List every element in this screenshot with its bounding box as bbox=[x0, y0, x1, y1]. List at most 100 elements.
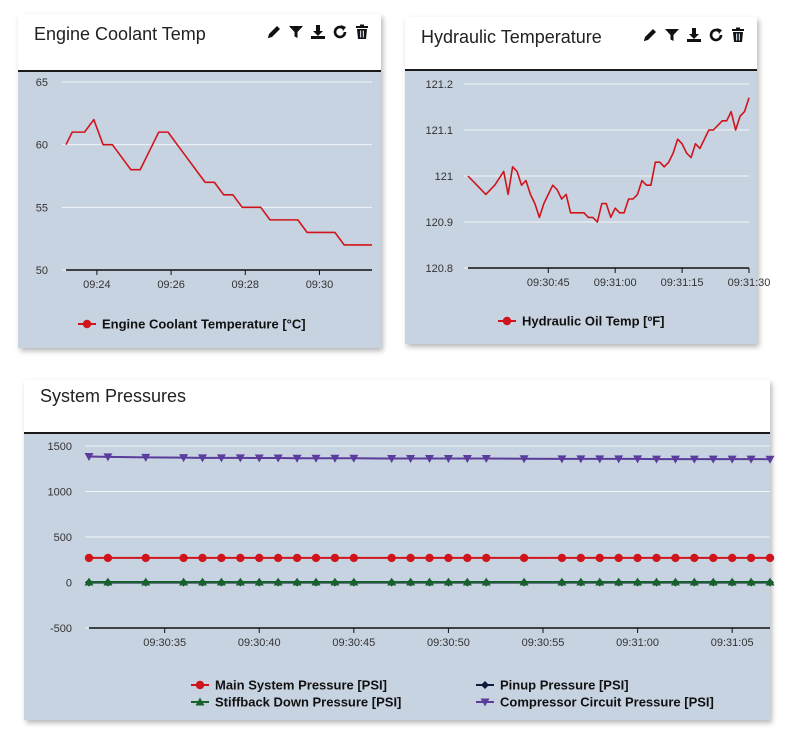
x-tick-label: 09:31:30 bbox=[728, 277, 771, 289]
series-marker bbox=[425, 577, 434, 586]
series-marker bbox=[216, 577, 226, 586]
series-marker bbox=[557, 577, 567, 586]
series-marker bbox=[595, 553, 604, 563]
series-marker bbox=[141, 453, 151, 462]
panel-title: Engine Coolant Temp bbox=[34, 24, 206, 44]
series-marker bbox=[633, 577, 643, 586]
series-marker bbox=[387, 455, 397, 464]
y-tick-label: 50 bbox=[36, 265, 48, 277]
series-marker bbox=[235, 454, 245, 463]
download-icon[interactable] bbox=[684, 25, 703, 45]
series-marker bbox=[236, 553, 245, 563]
series-marker bbox=[633, 455, 643, 464]
series-marker bbox=[708, 455, 718, 464]
series-marker bbox=[406, 577, 416, 586]
series-marker bbox=[481, 455, 491, 464]
panel-title: Hydraulic Temperature bbox=[421, 27, 602, 47]
series-marker bbox=[709, 553, 718, 563]
x-tick-label: 09:28 bbox=[232, 279, 260, 291]
series-marker bbox=[82, 319, 92, 329]
series-marker bbox=[557, 455, 567, 464]
series-marker bbox=[462, 577, 472, 586]
series-marker bbox=[198, 553, 207, 563]
series-marker bbox=[311, 577, 321, 586]
series-marker bbox=[727, 577, 737, 586]
filter-icon[interactable] bbox=[662, 25, 681, 45]
series-marker bbox=[502, 316, 512, 326]
series-marker bbox=[576, 577, 586, 586]
pencil-icon[interactable] bbox=[264, 22, 283, 42]
series-marker bbox=[255, 553, 264, 563]
x-tick-label: 09:30:40 bbox=[238, 637, 281, 649]
series-marker bbox=[273, 553, 283, 563]
x-tick-label: 09:30:50 bbox=[427, 637, 470, 649]
series-marker bbox=[273, 454, 283, 463]
refresh-icon[interactable] bbox=[330, 22, 349, 42]
series-marker bbox=[614, 577, 624, 586]
series-marker bbox=[652, 455, 661, 464]
series-marker bbox=[103, 453, 113, 462]
legend-label: Pinup Pressure [PSI] bbox=[500, 678, 629, 693]
series-marker bbox=[406, 553, 415, 563]
series-marker bbox=[330, 454, 340, 463]
series-marker bbox=[311, 454, 321, 463]
series-marker bbox=[235, 577, 245, 586]
series-marker bbox=[330, 553, 340, 563]
series-marker bbox=[689, 577, 699, 586]
series-marker bbox=[576, 455, 586, 464]
series-marker bbox=[746, 455, 756, 464]
series-line bbox=[65, 118, 372, 246]
x-tick-label: 09:31:15 bbox=[661, 277, 704, 289]
hydraulic-panel-header: Hydraulic Temperature bbox=[405, 17, 757, 71]
series-marker bbox=[671, 553, 680, 563]
series-line bbox=[467, 97, 750, 223]
series-marker bbox=[179, 553, 188, 563]
series-marker bbox=[444, 553, 453, 563]
series-marker bbox=[595, 577, 605, 586]
legend-label: Stiffback Down Pressure [PSI] bbox=[215, 695, 401, 710]
hydraulic-panel: Hydraulic Temperature 120.8 120.9 121 121.1… bbox=[405, 17, 770, 344]
y-tick-label: 1000 bbox=[48, 487, 72, 499]
series-marker bbox=[765, 455, 775, 464]
series-marker bbox=[406, 455, 416, 464]
series-marker bbox=[292, 454, 302, 463]
series-marker bbox=[195, 680, 205, 690]
series-marker bbox=[179, 577, 189, 586]
series-marker bbox=[765, 553, 775, 563]
series-marker bbox=[141, 577, 151, 586]
series-marker bbox=[292, 577, 302, 586]
x-tick-label: 09:30 bbox=[306, 279, 334, 291]
y-tick-label: 121.1 bbox=[425, 125, 453, 137]
pencil-icon[interactable] bbox=[640, 25, 659, 45]
series-marker bbox=[480, 698, 490, 707]
x-tick-label: 09:26 bbox=[157, 279, 185, 291]
panel-title: System Pressures bbox=[40, 386, 187, 406]
series-marker bbox=[330, 577, 340, 586]
series-marker bbox=[84, 553, 94, 563]
series-marker bbox=[614, 455, 624, 464]
series-marker bbox=[349, 454, 359, 463]
x-tick-label: 09:31:00 bbox=[616, 637, 659, 649]
series-marker bbox=[216, 454, 226, 463]
download-icon[interactable] bbox=[308, 22, 327, 42]
series-marker bbox=[273, 577, 283, 586]
series-marker bbox=[425, 553, 434, 563]
series-marker bbox=[689, 455, 699, 464]
trash-icon[interactable] bbox=[728, 25, 747, 45]
series-marker bbox=[670, 455, 680, 464]
series-marker bbox=[614, 553, 623, 563]
series-marker bbox=[349, 577, 359, 586]
y-tick-label: 0 bbox=[66, 578, 72, 590]
x-tick-label: 09:31:05 bbox=[711, 637, 754, 649]
series-marker bbox=[482, 553, 491, 563]
refresh-icon[interactable] bbox=[706, 25, 725, 45]
y-tick-label: 55 bbox=[36, 202, 48, 214]
trash-icon[interactable] bbox=[352, 22, 371, 42]
series-marker bbox=[519, 577, 529, 586]
series-marker bbox=[463, 553, 472, 563]
panel-toolbar bbox=[264, 22, 371, 42]
y-tick-label: 121 bbox=[435, 171, 453, 183]
y-tick-label: 1500 bbox=[48, 441, 72, 453]
filter-icon[interactable] bbox=[286, 22, 305, 42]
series-marker bbox=[103, 577, 113, 586]
